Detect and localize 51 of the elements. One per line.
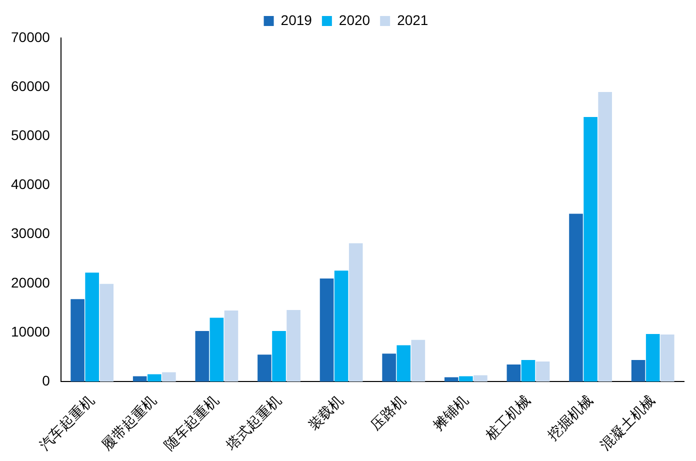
bar xyxy=(334,270,348,382)
bar xyxy=(459,376,473,382)
x-tick-label: 履带起重机 xyxy=(98,392,160,453)
y-tick-label: 30000 xyxy=(10,225,50,242)
bar xyxy=(147,374,162,382)
bar xyxy=(382,354,396,382)
bar xyxy=(598,92,612,382)
y-tick-label: 60000 xyxy=(10,78,50,94)
bar xyxy=(411,340,426,382)
bar xyxy=(100,284,114,382)
bar xyxy=(320,278,334,382)
x-tick-label: 汽车起重机 xyxy=(36,392,97,453)
legend-label: 2019 xyxy=(280,12,312,28)
bar xyxy=(506,364,521,382)
y-tick-label: 40000 xyxy=(10,176,50,192)
x-tick-label: 装载机 xyxy=(305,392,346,434)
bar xyxy=(85,272,99,382)
y-tick-label: 0 xyxy=(42,372,50,388)
bar xyxy=(584,117,598,382)
bar xyxy=(210,318,224,382)
x-tick-label: 混凝土机械 xyxy=(596,392,658,453)
bar xyxy=(444,377,458,382)
bar xyxy=(474,375,488,382)
x-tick-label: 随车起重机 xyxy=(160,392,222,453)
bar xyxy=(569,214,583,382)
bar xyxy=(224,310,238,382)
legend-label: 2021 xyxy=(397,12,428,28)
legend-label: 2020 xyxy=(338,12,370,28)
bar xyxy=(396,345,411,382)
bar xyxy=(536,361,550,382)
x-tick-label: 挖掘机械 xyxy=(544,392,596,444)
bar xyxy=(132,376,147,382)
x-tick-label: 桩工机械 xyxy=(481,392,534,444)
bar xyxy=(348,243,363,382)
x-tick-label: 塔式起重机 xyxy=(222,392,284,454)
bar xyxy=(70,299,84,382)
y-tick-label: 50000 xyxy=(10,127,50,144)
bar xyxy=(162,372,176,382)
bar xyxy=(631,360,646,382)
y-tick-label: 20000 xyxy=(10,274,50,290)
bar xyxy=(286,310,300,382)
bar xyxy=(646,334,660,382)
bar xyxy=(660,334,674,382)
x-tick-label: 摊铺机 xyxy=(430,392,471,434)
bar xyxy=(195,331,210,382)
bar xyxy=(258,354,272,382)
x-tick-label: 压路机 xyxy=(367,392,408,434)
bar xyxy=(272,331,286,382)
y-tick-label: 70000 xyxy=(10,28,50,45)
bar xyxy=(521,360,536,382)
y-tick-label: 10000 xyxy=(10,323,50,340)
